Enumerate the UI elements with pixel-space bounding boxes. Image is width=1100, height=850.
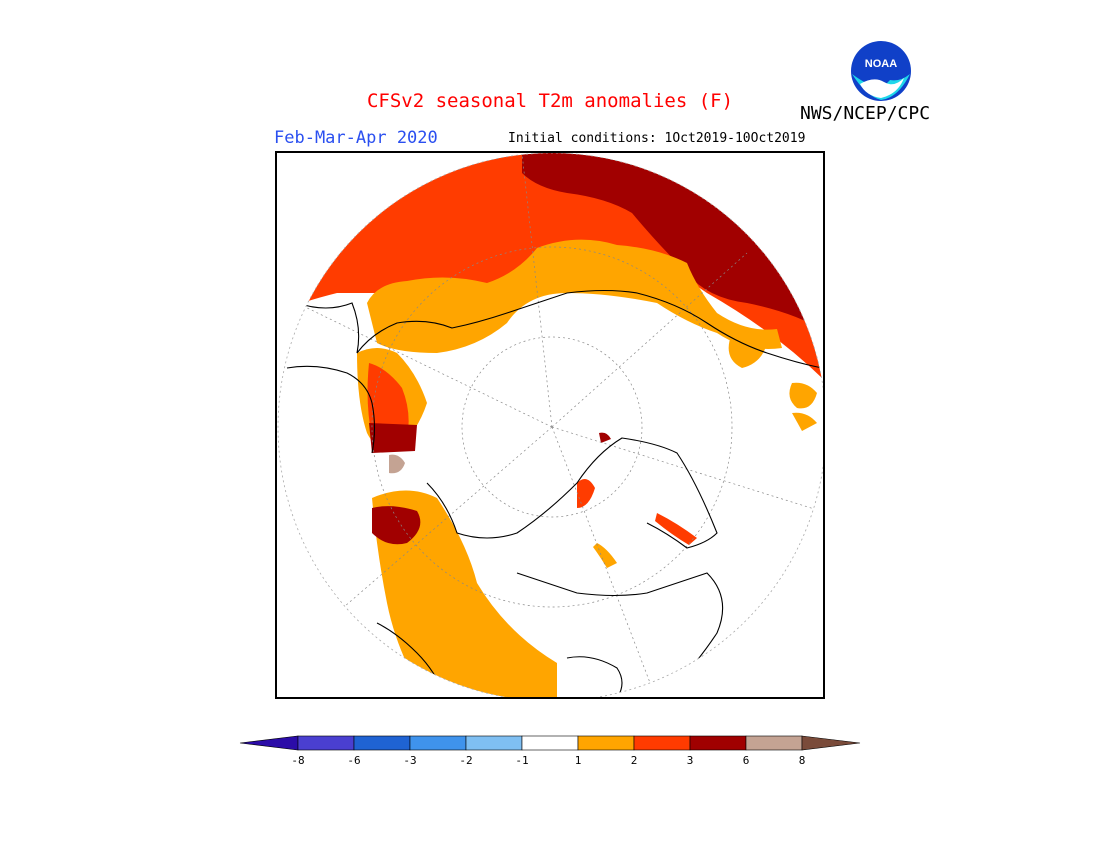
colorbar-tick-label: -2 — [459, 754, 473, 767]
colorbar-bin-8 — [689, 735, 747, 751]
colorbar — [239, 735, 861, 751]
colorbar-bin-4 — [465, 735, 523, 751]
colorbar-bin-5 — [521, 735, 579, 751]
colorbar-tick-label: 8 — [798, 754, 806, 767]
chart-title: CFSv2 seasonal T2m anomalies (F) — [366, 90, 734, 112]
colorbar-tick-label: 6 — [742, 754, 750, 767]
anomaly-arctic-dot — [599, 432, 611, 443]
anomaly-russia-streak-2 — [655, 513, 697, 545]
colorbar-bin-0 — [239, 735, 299, 751]
initial-conditions: Initial conditions: 1Oct2019-10Oct2019 — [508, 131, 806, 146]
anomaly-6-8-spot — [389, 454, 405, 474]
anomaly-greenland-darkred — [369, 423, 417, 453]
anomaly-europe-darkred — [372, 506, 421, 545]
colorbar-tick-label: -6 — [347, 754, 361, 767]
colorbar-tick-label: -8 — [291, 754, 305, 767]
colorbar-tick-label: -3 — [403, 754, 417, 767]
noaa-logo: NOAA — [851, 41, 911, 101]
colorbar-tick-label: 1 — [574, 754, 582, 767]
map-panel — [275, 151, 825, 699]
colorbar-tick-label: -1 — [515, 754, 529, 767]
anomaly-east-orange-3 — [792, 412, 817, 431]
colorbar-bin-7 — [633, 735, 691, 751]
noaa-logo-text: NOAA — [865, 58, 897, 70]
colorbar-bin-6 — [577, 735, 635, 751]
map-boundary — [277, 153, 823, 697]
colorbar-tick-label: 2 — [630, 754, 638, 767]
colorbar-bin-3 — [409, 735, 467, 751]
colorbar-bin-10 — [801, 735, 861, 751]
anomaly-1-2-band — [367, 239, 782, 353]
anomaly-europe-orange — [372, 490, 557, 697]
polar-map — [277, 153, 823, 697]
graticule — [296, 153, 823, 697]
agency-label: NWS/NCEP/CPC — [800, 103, 931, 124]
anomaly-russia-streak-1 — [577, 479, 595, 508]
forecast-period: Feb-Mar-Apr 2020 — [274, 128, 438, 148]
colorbar-bin-1 — [297, 735, 355, 751]
anomaly-east-orange-2 — [789, 382, 817, 409]
colorbar-tick-label: 3 — [686, 754, 694, 767]
colorbar-bin-2 — [353, 735, 411, 751]
colorbar-bin-9 — [745, 735, 803, 751]
